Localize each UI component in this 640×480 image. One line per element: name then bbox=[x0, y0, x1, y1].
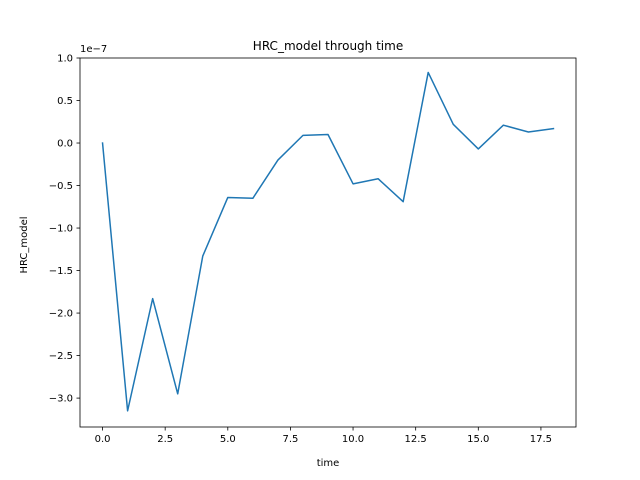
y-tick-label: −1.5 bbox=[49, 266, 73, 277]
series-line-0 bbox=[101, 71, 555, 412]
x-tick-label: 2.5 bbox=[157, 434, 173, 445]
y-tick-label: 0.0 bbox=[57, 139, 73, 150]
x-tick-label: 0.0 bbox=[95, 434, 111, 445]
x-tick-label: 5.0 bbox=[220, 434, 236, 445]
x-tick-label: 12.5 bbox=[405, 434, 427, 445]
y-tick-label: 0.5 bbox=[57, 96, 73, 107]
x-tick-label: 7.5 bbox=[282, 434, 298, 445]
x-tick-label: 10.0 bbox=[342, 434, 364, 445]
plot-area: 0.0 2.5 5.0 7.5 10.0 12.5 15.0 17.5 1.0 0.5 0.0 −0.… bbox=[49, 54, 577, 445]
y-tick-label: 1.0 bbox=[57, 54, 73, 65]
y-tick-label: −3.0 bbox=[49, 394, 73, 405]
x-axis-label: time bbox=[317, 458, 340, 469]
x-tick-label: 17.5 bbox=[530, 434, 552, 445]
y-axis-label: HRC_model bbox=[19, 216, 30, 273]
axes-frame bbox=[79, 57, 577, 428]
x-tick-label: 15.0 bbox=[467, 434, 489, 445]
y-offset-label: 1e−7 bbox=[80, 44, 107, 55]
y-tick-label: −2.0 bbox=[49, 309, 73, 320]
y-tick-label: −0.5 bbox=[49, 181, 73, 192]
y-tick-label: −1.0 bbox=[49, 224, 73, 235]
chart-title: HRC_model through time bbox=[253, 39, 403, 53]
y-tick-label: −2.5 bbox=[49, 351, 73, 362]
